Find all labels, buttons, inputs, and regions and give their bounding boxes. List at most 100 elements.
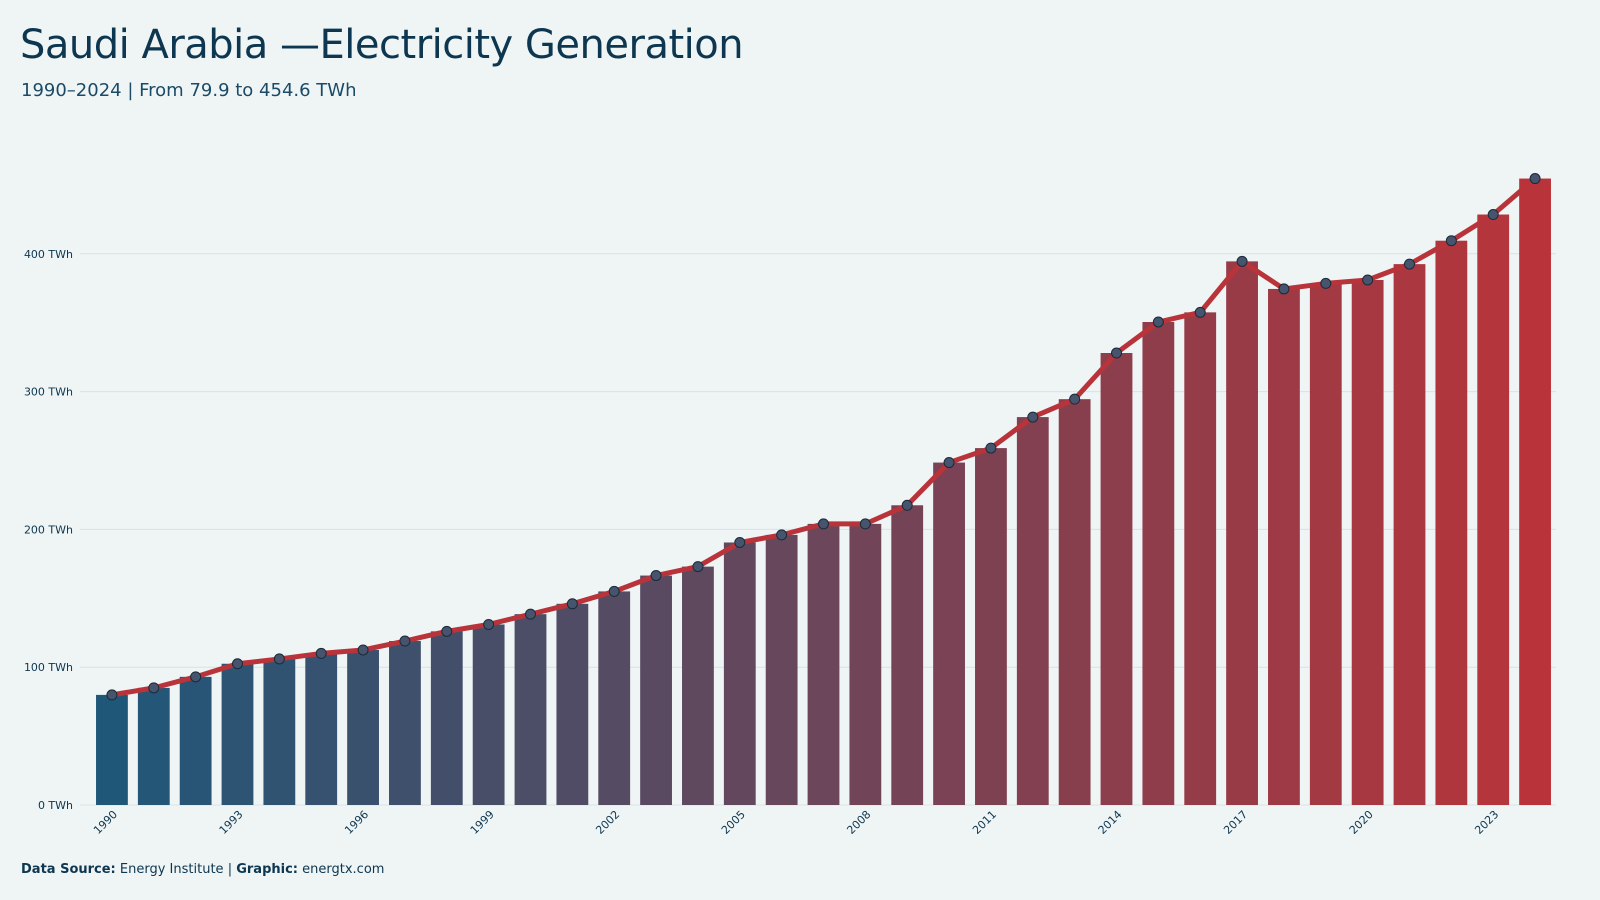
point-2011 [985, 442, 997, 454]
bar-2013 [1058, 399, 1091, 805]
point-1992 [190, 671, 202, 683]
chart-subtitle: 1990–2024 | From 79.9 to 454.6 TWh [21, 80, 357, 101]
x-tick-label: 2011 [970, 808, 999, 837]
point-2010 [943, 457, 955, 469]
bar-2019 [1309, 283, 1342, 805]
bar-2009 [891, 505, 924, 805]
bar-2007 [807, 523, 840, 805]
bar-1994 [263, 658, 296, 805]
bar-2016 [1184, 312, 1217, 805]
point-1998 [441, 625, 453, 637]
bar-2004 [682, 566, 714, 805]
point-1996 [357, 644, 369, 656]
point-1999 [483, 618, 495, 630]
bars [96, 178, 1551, 806]
y-tick-label: 200 TWh [24, 523, 73, 536]
y-tick-label: 400 TWh [24, 248, 73, 261]
point-2017 [1236, 255, 1248, 267]
point-1994 [273, 653, 285, 665]
bar-1991 [137, 687, 170, 805]
x-axis-ticks: 1990 1993 1996 1999 2002 2005 2008 2011 2014 2017… [91, 808, 1501, 837]
bar-2014 [1100, 353, 1133, 805]
x-tick-label: 1990 [91, 808, 120, 837]
footer: Data Source: Energy Institute | Graphic:… [21, 862, 384, 877]
bar-1998 [430, 631, 463, 805]
bar-1992 [179, 676, 212, 805]
point-1991 [148, 682, 160, 694]
bar-2010 [933, 462, 965, 805]
point-2004 [692, 561, 704, 573]
point-2007 [818, 518, 829, 530]
bar-1993 [221, 663, 254, 805]
bar-2017 [1226, 261, 1258, 805]
bar-1990 [96, 694, 128, 805]
point-1997 [399, 635, 411, 647]
x-tick-label: 2023 [1472, 808, 1501, 837]
bar-2012 [1016, 417, 1049, 805]
point-2001 [566, 598, 578, 610]
x-tick-label: 2005 [719, 808, 748, 837]
x-tick-label: 2017 [1221, 808, 1250, 837]
bar-1997 [389, 641, 421, 805]
point-2023 [1487, 209, 1499, 221]
bar-2022 [1435, 240, 1468, 805]
footer-source-value: Energy Institute [119, 862, 224, 877]
point-2016 [1194, 306, 1206, 318]
x-tick-label: 1996 [342, 808, 371, 837]
footer-graphic-label: Graphic: [236, 862, 298, 877]
point-2012 [1027, 411, 1039, 423]
point-1995 [315, 647, 327, 659]
point-2022 [1445, 235, 1457, 247]
point-2013 [1069, 393, 1081, 405]
y-tick-label: 100 TWh [24, 661, 73, 674]
point-2021 [1404, 258, 1415, 270]
footer-source-label: Data Source: [21, 862, 116, 877]
x-tick-label: 2002 [593, 808, 622, 837]
bar-1999 [472, 624, 505, 805]
point-2003 [650, 570, 662, 582]
point-2015 [1152, 316, 1164, 328]
point-2020 [1362, 274, 1374, 286]
point-2019 [1320, 277, 1332, 289]
bar-2024 [1519, 178, 1551, 805]
y-tick-label: 0 TWh [38, 799, 73, 812]
bar-2020 [1351, 279, 1384, 805]
bar-2018 [1268, 288, 1300, 805]
bar-1995 [305, 653, 338, 805]
bar-1996 [347, 649, 379, 805]
point-2014 [1111, 347, 1122, 359]
point-2005 [734, 536, 746, 548]
x-tick-label: 2014 [1096, 808, 1125, 837]
chart-title: Saudi Arabia —Electricity Generation [20, 22, 744, 68]
footer-separator: | [227, 862, 233, 877]
point-2009 [901, 499, 913, 511]
bar-2006 [765, 534, 798, 805]
x-tick-label: 1999 [468, 808, 497, 837]
bar-2000 [514, 614, 547, 805]
point-2024 [1529, 173, 1541, 185]
point-2000 [525, 608, 536, 620]
bar-2001 [556, 603, 589, 805]
bar-2008 [849, 523, 882, 805]
point-2018 [1278, 283, 1290, 295]
bar-2011 [975, 448, 1007, 805]
x-tick-label: 2020 [1347, 808, 1376, 837]
bar-2021 [1393, 264, 1426, 806]
y-tick-label: 300 TWh [24, 386, 73, 399]
point-2002 [608, 585, 620, 597]
footer-graphic-value: energtx.com [302, 862, 385, 877]
bar-2015 [1142, 322, 1175, 805]
x-tick-label: 1993 [217, 808, 246, 837]
point-1990 [106, 689, 118, 701]
bar-2023 [1477, 214, 1510, 805]
points [106, 173, 1541, 701]
bar-2005 [723, 542, 756, 805]
y-axis-ticks: 0 TWh 100 TWh 200 TWh 300 TWh 400 TWh [24, 248, 73, 812]
bar-2003 [640, 575, 672, 805]
bar-2002 [598, 591, 631, 805]
point-1993 [232, 658, 243, 670]
point-2006 [776, 529, 788, 541]
x-tick-label: 2008 [844, 808, 873, 837]
point-2008 [859, 518, 871, 530]
